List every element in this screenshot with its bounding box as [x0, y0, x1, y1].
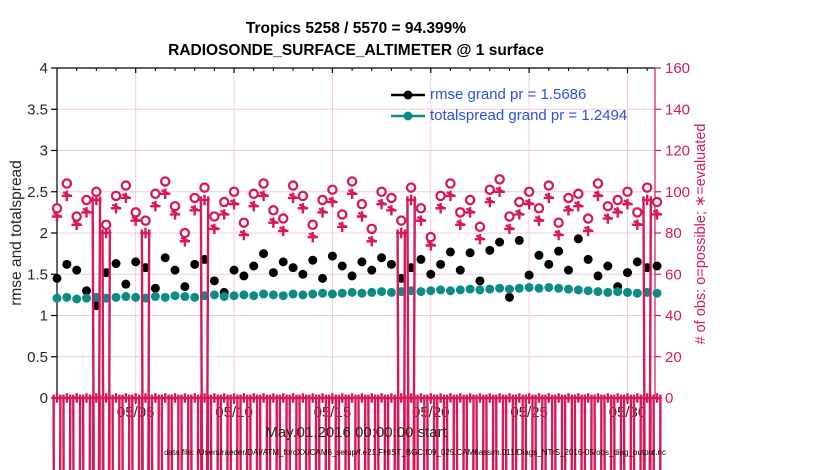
rmse-marker-icon [391, 90, 425, 99]
svg-text:0.5: 0.5 [27, 349, 48, 366]
svg-text:160: 160 [665, 60, 690, 77]
svg-text:05/25: 05/25 [510, 404, 548, 421]
series-zero_row [52, 393, 662, 470]
legend-label-totalspread: totalspread grand pr = 1.2494 [430, 107, 628, 124]
x-axis-label: May.01,2016 00:00:00 start [265, 424, 447, 441]
svg-text:4: 4 [40, 60, 48, 77]
svg-text:20: 20 [665, 349, 682, 366]
legend-label-rmse: rmse grand pr = 1.5686 [430, 86, 587, 103]
svg-text:05/10: 05/10 [215, 404, 253, 421]
legend-item-totalspread: totalspread grand pr = 1.2494 [390, 105, 627, 126]
svg-text:80: 80 [665, 225, 682, 242]
svg-text:2.5: 2.5 [27, 184, 48, 201]
totalspread-marker-icon [391, 111, 425, 120]
svg-text:140: 140 [665, 101, 690, 118]
svg-text:1.5: 1.5 [27, 266, 48, 283]
svg-text:05/20: 05/20 [412, 404, 450, 421]
svg-text:0: 0 [665, 390, 673, 407]
svg-text:3: 3 [40, 143, 48, 160]
svg-text:2: 2 [40, 225, 48, 242]
chart-title-stats: Tropics 5258 / 5570 = 94.399% [245, 20, 467, 37]
y-axis-right-label: # of obs: o=possible; ∗=evaluated [693, 123, 709, 345]
svg-text:05/05: 05/05 [117, 404, 155, 421]
svg-text:60: 60 [665, 266, 682, 283]
svg-text:100: 100 [665, 184, 690, 201]
data-file-path: data file: /Users/raeder/DAI/ATM_forcXX/… [164, 448, 666, 457]
svg-text:05/15: 05/15 [314, 404, 352, 421]
series-rmse [52, 234, 662, 311]
chart-title-obs-type: RADIOSONDE_SURFACE_ALTIMETER @ 1 surface [168, 42, 544, 59]
svg-text:120: 120 [665, 143, 690, 160]
y-axis-left-label: rmse and totalspread [8, 160, 25, 306]
svg-text:1: 1 [40, 308, 48, 325]
tick-labels: 00.511.522.533.5402040608010012014016005… [27, 60, 690, 421]
legend: rmse grand pr = 1.5686 totalspread grand… [390, 84, 627, 126]
series-n_possible [51, 174, 663, 243]
svg-text:3.5: 3.5 [27, 101, 48, 118]
svg-text:40: 40 [665, 308, 682, 325]
svg-text:05/30: 05/30 [609, 404, 647, 421]
svg-text:0: 0 [40, 390, 48, 407]
series-n_evaluated [51, 186, 663, 470]
series-totalspread [52, 282, 662, 304]
legend-item-rmse: rmse grand pr = 1.5686 [390, 84, 627, 105]
